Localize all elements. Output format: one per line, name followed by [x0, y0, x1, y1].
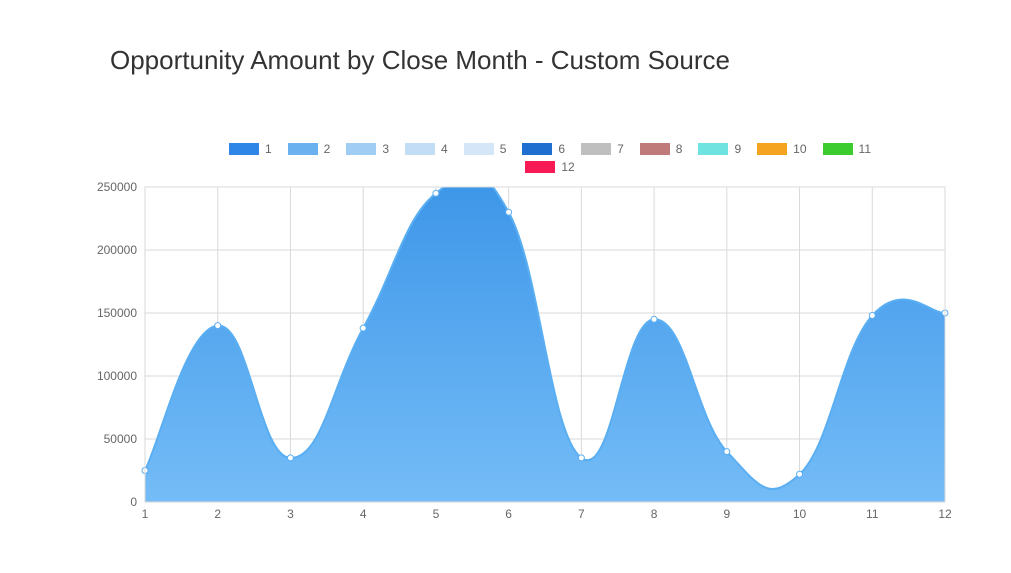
legend-label: 5 [500, 142, 507, 156]
chart-title: Opportunity Amount by Close Month - Cust… [110, 45, 730, 76]
legend-item-6[interactable]: 6 [522, 142, 565, 156]
legend-swatch [581, 143, 611, 155]
legend-label: 11 [859, 142, 871, 156]
legend-swatch [346, 143, 376, 155]
x-tick-label: 12 [938, 507, 952, 521]
legend-label: 3 [382, 142, 389, 156]
legend-label: 9 [734, 142, 741, 156]
plot-area: 0500001000001500002000002500001234567891… [85, 182, 955, 527]
data-point[interactable] [506, 209, 512, 215]
chart-area: 123456789101112 050000100000150000200000… [85, 140, 955, 550]
legend-swatch [525, 161, 555, 173]
legend-swatch [698, 143, 728, 155]
x-tick-label: 2 [214, 507, 221, 521]
legend-item-8[interactable]: 8 [640, 142, 683, 156]
y-tick-label: 150000 [97, 306, 137, 320]
legend-swatch [464, 143, 494, 155]
legend-label: 4 [441, 142, 448, 156]
legend-swatch [522, 143, 552, 155]
data-point[interactable] [433, 190, 439, 196]
x-tick-label: 1 [142, 507, 149, 521]
legend-item-2[interactable]: 2 [288, 142, 331, 156]
legend-item-11[interactable]: 11 [823, 142, 871, 156]
legend-label: 7 [617, 142, 624, 156]
data-point[interactable] [578, 455, 584, 461]
data-point[interactable] [724, 449, 730, 455]
x-tick-label: 7 [578, 507, 585, 521]
x-tick-label: 8 [651, 507, 658, 521]
data-point[interactable] [215, 323, 221, 329]
legend-item-7[interactable]: 7 [581, 142, 624, 156]
x-tick-label: 11 [866, 507, 879, 521]
legend-item-5[interactable]: 5 [464, 142, 507, 156]
legend-label: 8 [676, 142, 683, 156]
y-tick-label: 50000 [104, 432, 138, 446]
y-tick-label: 100000 [97, 369, 137, 383]
legend-swatch [757, 143, 787, 155]
legend-label: 6 [558, 142, 565, 156]
x-tick-label: 4 [360, 507, 367, 521]
legend-swatch [640, 143, 670, 155]
data-point[interactable] [797, 471, 803, 477]
legend-label: 10 [793, 142, 806, 156]
legend-item-10[interactable]: 10 [757, 142, 806, 156]
x-tick-label: 5 [433, 507, 440, 521]
legend-item-12[interactable]: 12 [525, 160, 574, 174]
y-tick-label: 250000 [97, 182, 137, 194]
legend-label: 1 [265, 142, 272, 156]
legend-label: 12 [561, 160, 574, 174]
x-tick-label: 6 [505, 507, 512, 521]
x-tick-label: 3 [287, 507, 294, 521]
x-tick-label: 10 [793, 507, 807, 521]
y-tick-label: 200000 [97, 243, 137, 257]
data-point[interactable] [287, 455, 293, 461]
chart-legend: 123456789101112 [140, 140, 900, 176]
legend-label: 2 [324, 142, 331, 156]
legend-swatch [229, 143, 259, 155]
data-point[interactable] [651, 316, 657, 322]
legend-swatch [288, 143, 318, 155]
x-tick-label: 9 [723, 507, 730, 521]
y-tick-label: 0 [130, 495, 137, 509]
legend-item-9[interactable]: 9 [698, 142, 741, 156]
legend-item-1[interactable]: 1 [229, 142, 272, 156]
legend-item-4[interactable]: 4 [405, 142, 448, 156]
area-series [145, 182, 945, 502]
legend-item-3[interactable]: 3 [346, 142, 389, 156]
data-point[interactable] [360, 325, 366, 331]
data-point[interactable] [869, 313, 875, 319]
legend-swatch [823, 143, 853, 155]
legend-swatch [405, 143, 435, 155]
